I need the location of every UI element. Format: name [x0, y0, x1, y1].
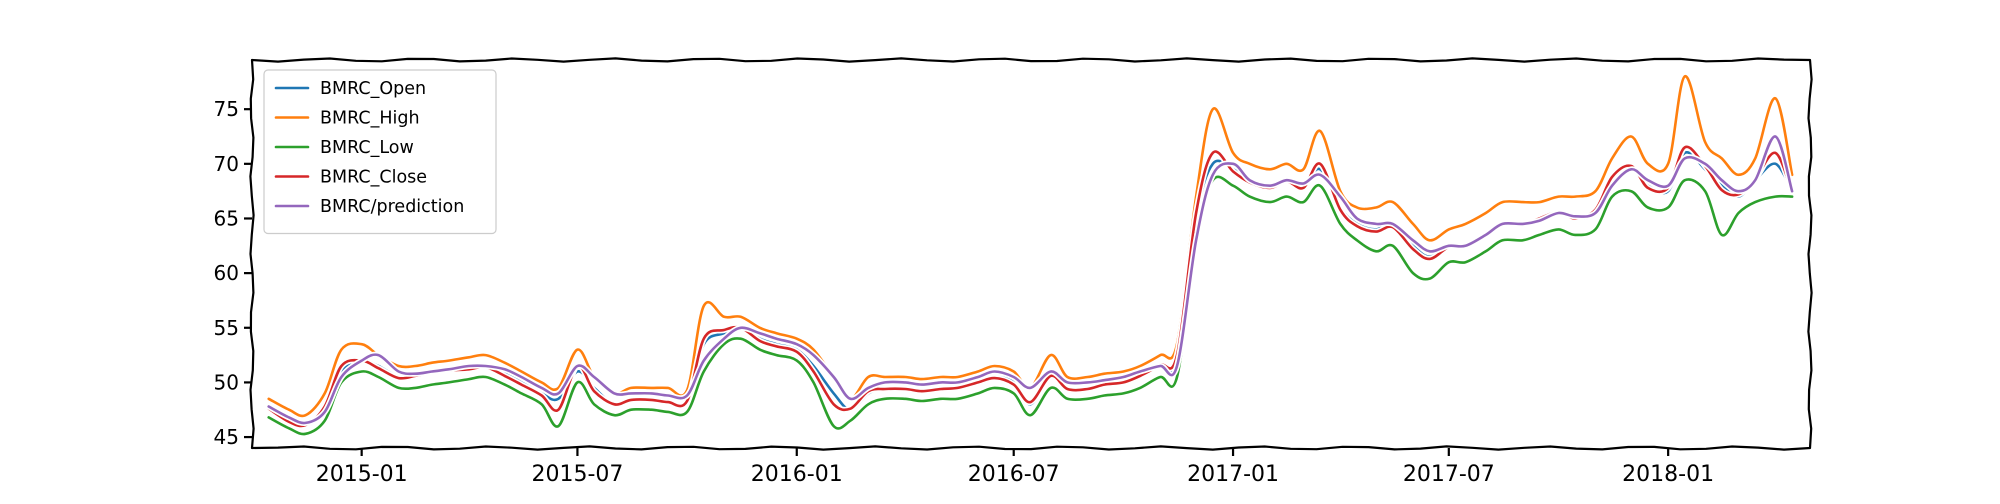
x-tick-label: 2017-07 [1403, 462, 1495, 487]
legend-label-bmrc-low: BMRC_Low [320, 138, 414, 158]
plot-frame [249, 57, 1813, 451]
x-tick-label: 2018-01 [1622, 462, 1714, 487]
legend-label-bmrc-high: BMRC_High [320, 109, 420, 129]
y-tick-label: 45 [214, 425, 239, 449]
legend-label-bmrc-close: BMRC_Close [320, 168, 427, 188]
legend: BMRC_Open BMRC_High BMRC_Low BMRC_Close BMRC… [263, 69, 497, 235]
x-tick-label: 2015-01 [316, 462, 408, 487]
y-tick-label: 70 [214, 152, 239, 176]
series-layer [265, 73, 1796, 438]
y-tick-label: 65 [214, 206, 239, 230]
y-tick-label: 55 [214, 316, 239, 340]
y-tick-label: 50 [214, 370, 239, 394]
series-line-bmrc-high [267, 75, 1794, 418]
legend-label-bmrc-prediction: BMRC/prediction [320, 197, 464, 217]
x-tick-label: 2016-07 [968, 462, 1060, 487]
x-tick-label: 2016-01 [751, 462, 843, 487]
y-tick-label: 60 [214, 261, 239, 285]
axis-layer: 45 50 55 60 65 70 75 2015-01 2015-07 2016-01 2016-… [214, 97, 1715, 487]
legend-label-bmrc-open: BMRC_Open [320, 79, 426, 99]
series-line-bmrc-prediction [267, 135, 1794, 425]
x-tick-label: 2017-01 [1187, 462, 1279, 487]
legend-box [263, 69, 497, 235]
series-line-bmrc-low [267, 175, 1794, 436]
x-tick-label: 2015-07 [531, 462, 623, 487]
y-tick-label: 75 [214, 97, 239, 121]
